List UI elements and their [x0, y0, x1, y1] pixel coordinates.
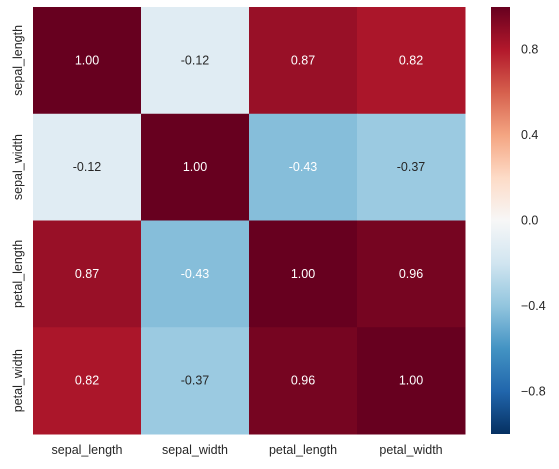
- colorbar-tick-label: 0.8: [521, 43, 538, 57]
- heatmap-cell-1-3: [357, 113, 466, 221]
- heatmap-cell-value: -0.12: [181, 53, 210, 67]
- colorbar-tick-label: −0.8: [521, 384, 546, 398]
- heatmap-cell-value: -0.37: [181, 374, 210, 388]
- heatmap-cell-3-3: [357, 327, 466, 435]
- heatmap-cell-1-1: [141, 113, 250, 221]
- heatmap-cell-value: -0.12: [73, 160, 102, 174]
- heatmap-cell-1-0: [33, 113, 142, 221]
- heatmap-cell-value: 1.00: [399, 374, 423, 388]
- heatmap-cell-3-2: [249, 327, 358, 435]
- x-tick-label: sepal_width: [162, 443, 228, 457]
- heatmap-cell-value: 0.82: [399, 53, 423, 67]
- colorbar: 0.8 0.4 0.0 −0.4 −0.8: [491, 7, 546, 434]
- y-axis-tick-labels: sepal_length sepal_width petal_lengthpetal…: [11, 25, 25, 412]
- heatmap-cell-2-2: [249, 220, 358, 328]
- heatmap-cell-2-0: [33, 220, 142, 328]
- heatmap-cell-2-1: [141, 220, 250, 328]
- heatmap-cell-labels: 1.00 -0.12 0.87 0.82 -0.12 1.00 -0.43 -0.37 0.87…: [73, 53, 426, 387]
- heatmap-cell-value: -0.43: [181, 267, 210, 281]
- heatmap-cell-value: 0.96: [399, 267, 423, 281]
- colorbar-tick-label: 0.4: [521, 128, 538, 142]
- y-tick-label: sepal_width: [11, 134, 25, 200]
- heatmap-cell-value: 0.82: [75, 374, 99, 388]
- heatmap-cells: [33, 7, 466, 435]
- heatmap-cell-value: -0.37: [397, 160, 426, 174]
- heatmap-cell-0-1: [141, 7, 250, 115]
- heatmap-cell-0-0: [33, 7, 142, 115]
- colorbar-tick-labels: 0.8 0.4 0.0 −0.4 −0.8: [521, 43, 546, 399]
- y-tick-label: petal_length: [11, 240, 25, 308]
- x-tick-label: sepal_length: [52, 443, 123, 457]
- heatmap-cell-value: 0.87: [75, 267, 99, 281]
- heatmap-cell-value: -0.43: [289, 160, 318, 174]
- x-tick-label: petal_length: [269, 443, 337, 457]
- colorbar-tick-label: −0.4: [521, 299, 546, 313]
- colorbar-tick-label: 0.0: [521, 214, 538, 228]
- heatmap-cell-value: 0.96: [291, 374, 315, 388]
- y-tick-label: petal_width: [11, 349, 25, 412]
- heatmap-cell-value: 0.87: [291, 53, 315, 67]
- x-tick-label: petal_width: [379, 443, 442, 457]
- heatmap-cell-value: 1.00: [75, 53, 99, 67]
- heatmap-cell-2-3: [357, 220, 466, 328]
- heatmap-cell-1-2: [249, 113, 358, 221]
- x-axis-tick-labels: sepal_length sepal_width petal_length petal…: [52, 443, 443, 457]
- y-tick-label: sepal_length: [11, 25, 25, 96]
- colorbar-gradient: [491, 7, 510, 434]
- heatmap-cell-3-0: [33, 327, 142, 435]
- heatmap-cell-0-2: [249, 7, 358, 115]
- heatmap-cell-value: 1.00: [183, 160, 207, 174]
- heatmap-cell-0-3: [357, 7, 466, 115]
- heatmap-cell-3-1: [141, 327, 250, 435]
- heatmap-cell-value: 1.00: [291, 267, 315, 281]
